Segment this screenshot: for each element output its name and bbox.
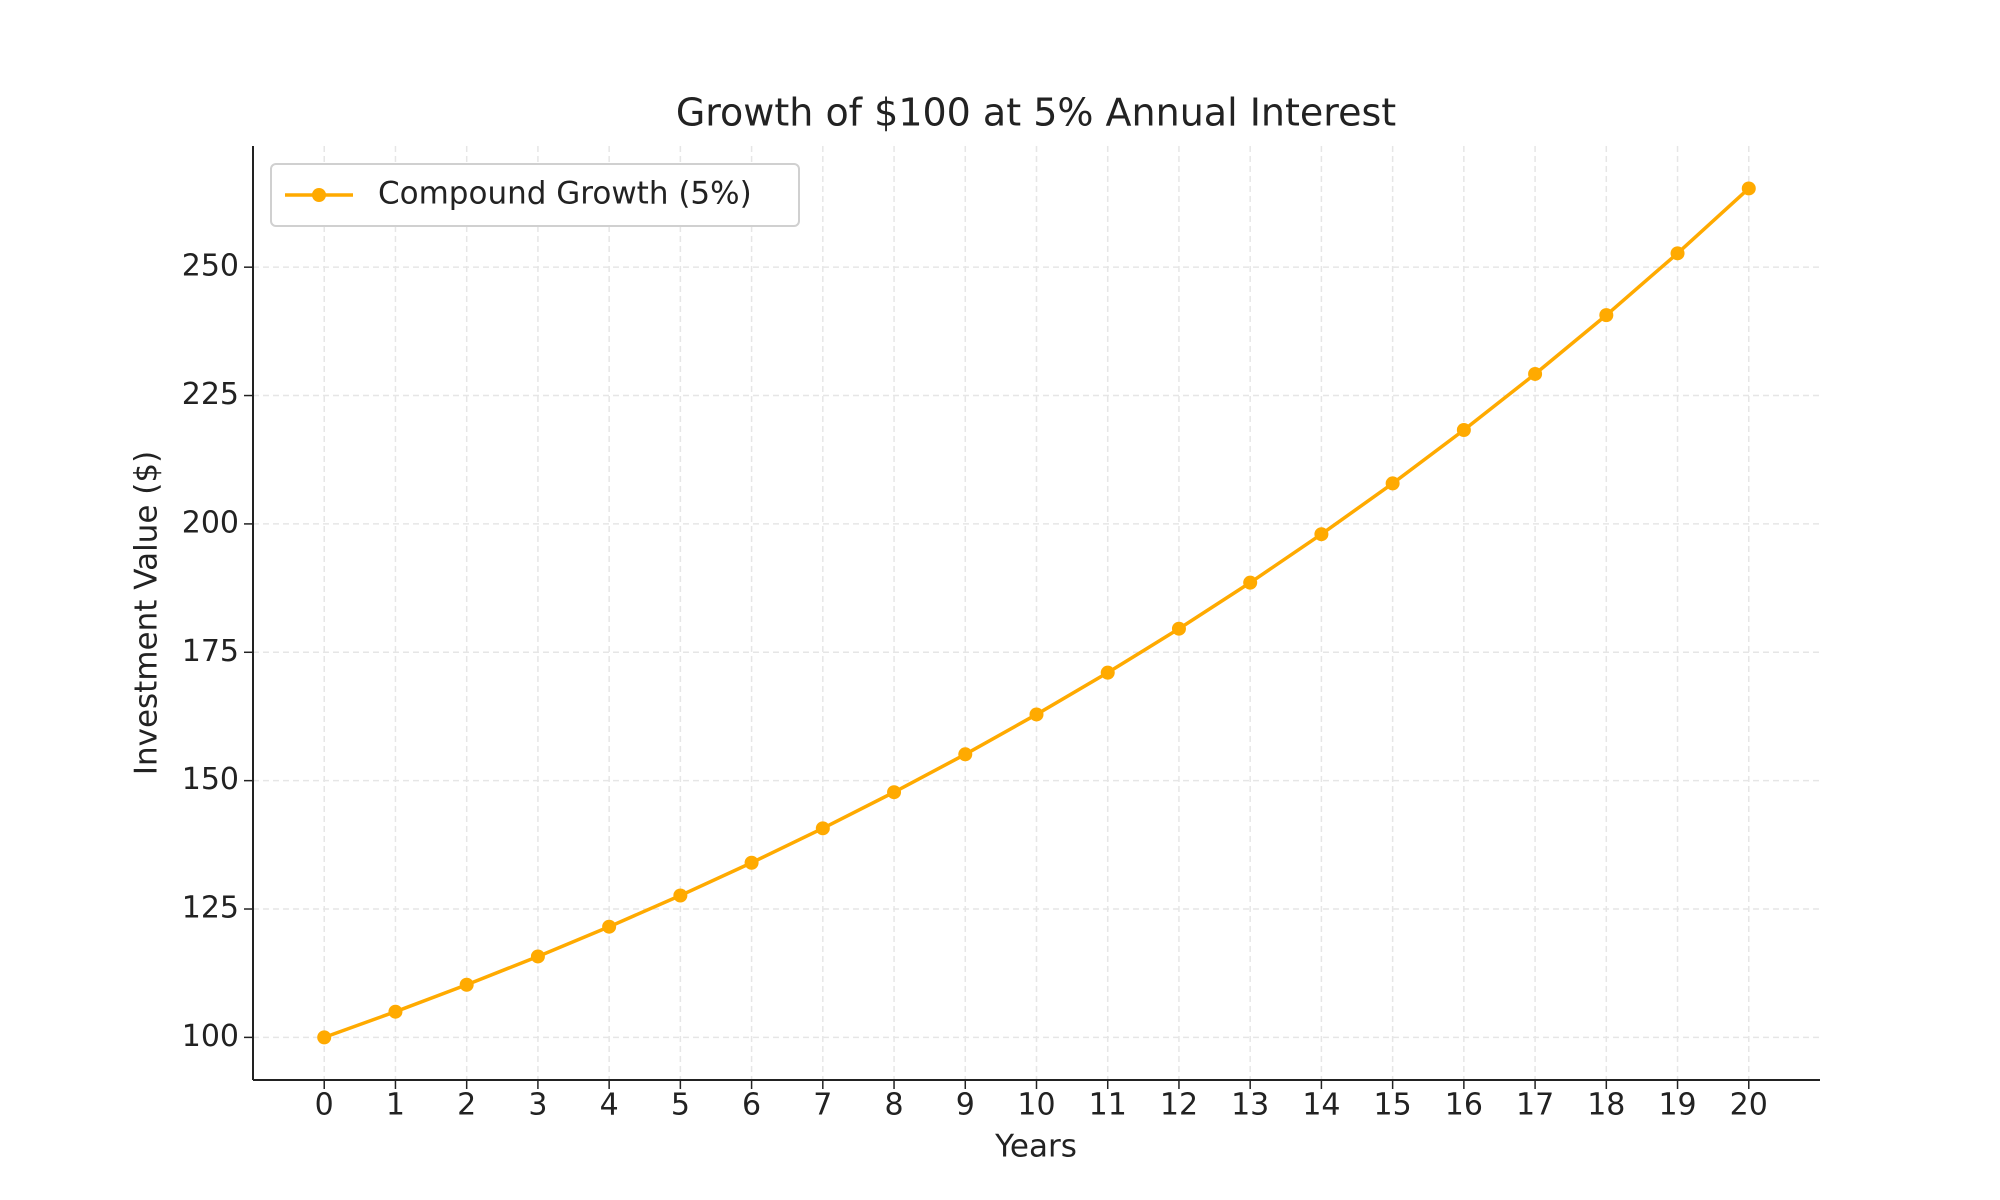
point [1100,665,1115,680]
x-tick-label: 17 [1516,1088,1554,1123]
point [1599,308,1614,323]
point [744,855,759,870]
point [673,888,688,903]
x-tick-label: 8 [884,1088,903,1123]
point [1528,366,1543,381]
x-tick-label: 20 [1730,1088,1768,1123]
legend-box [270,163,800,227]
x-tick-label: 4 [600,1088,619,1123]
chart-title: Growth of $100 at 5% Annual Interest [676,91,1396,135]
point [1314,527,1329,542]
legend-marker [312,188,326,202]
point [388,1004,403,1019]
legend-label: Compound Growth (5%) [378,176,752,212]
y-tick-label: 225 [182,377,239,412]
y-axis-label: Investment Value ($) [129,451,165,775]
y-tick-label: 175 [182,634,239,669]
x-tick-label: 18 [1587,1088,1625,1123]
x-tick-label: 5 [671,1088,690,1123]
x-tick-label: 16 [1445,1088,1483,1123]
point [1456,422,1471,437]
x-tick-label: 0 [315,1088,334,1123]
point [1243,575,1258,590]
point [530,949,545,964]
x-tick-label: 13 [1231,1088,1269,1123]
point [1385,476,1400,491]
point [1741,181,1756,196]
x-tick-label: 9 [956,1088,975,1123]
x-tick-label: 7 [813,1088,832,1123]
point [1029,707,1044,722]
y-tick-label: 100 [182,1019,239,1054]
y-tick-label: 250 [182,249,239,284]
point [887,785,902,800]
point [1670,246,1685,261]
y-tick-label: 125 [182,891,239,926]
y-tick-label: 150 [182,762,239,797]
point [1171,621,1186,636]
x-tick-label: 1 [386,1088,405,1123]
x-tick-label: 11 [1089,1088,1127,1123]
point [815,821,830,836]
y-tick-label: 200 [182,505,239,540]
x-tick-label: 14 [1302,1088,1340,1123]
x-axis-label: Years [994,1129,1077,1165]
x-tick-label: 10 [1017,1088,1055,1123]
x-tick-label: 19 [1658,1088,1696,1123]
x-tick-label: 6 [742,1088,761,1123]
x-tick-label: 2 [457,1088,476,1123]
point [958,747,973,762]
x-tick-label: 12 [1160,1088,1198,1123]
point [317,1030,332,1045]
x-tick-label: 15 [1374,1088,1412,1123]
point [459,977,474,992]
x-tick-label: 3 [528,1088,547,1123]
point [602,919,617,934]
